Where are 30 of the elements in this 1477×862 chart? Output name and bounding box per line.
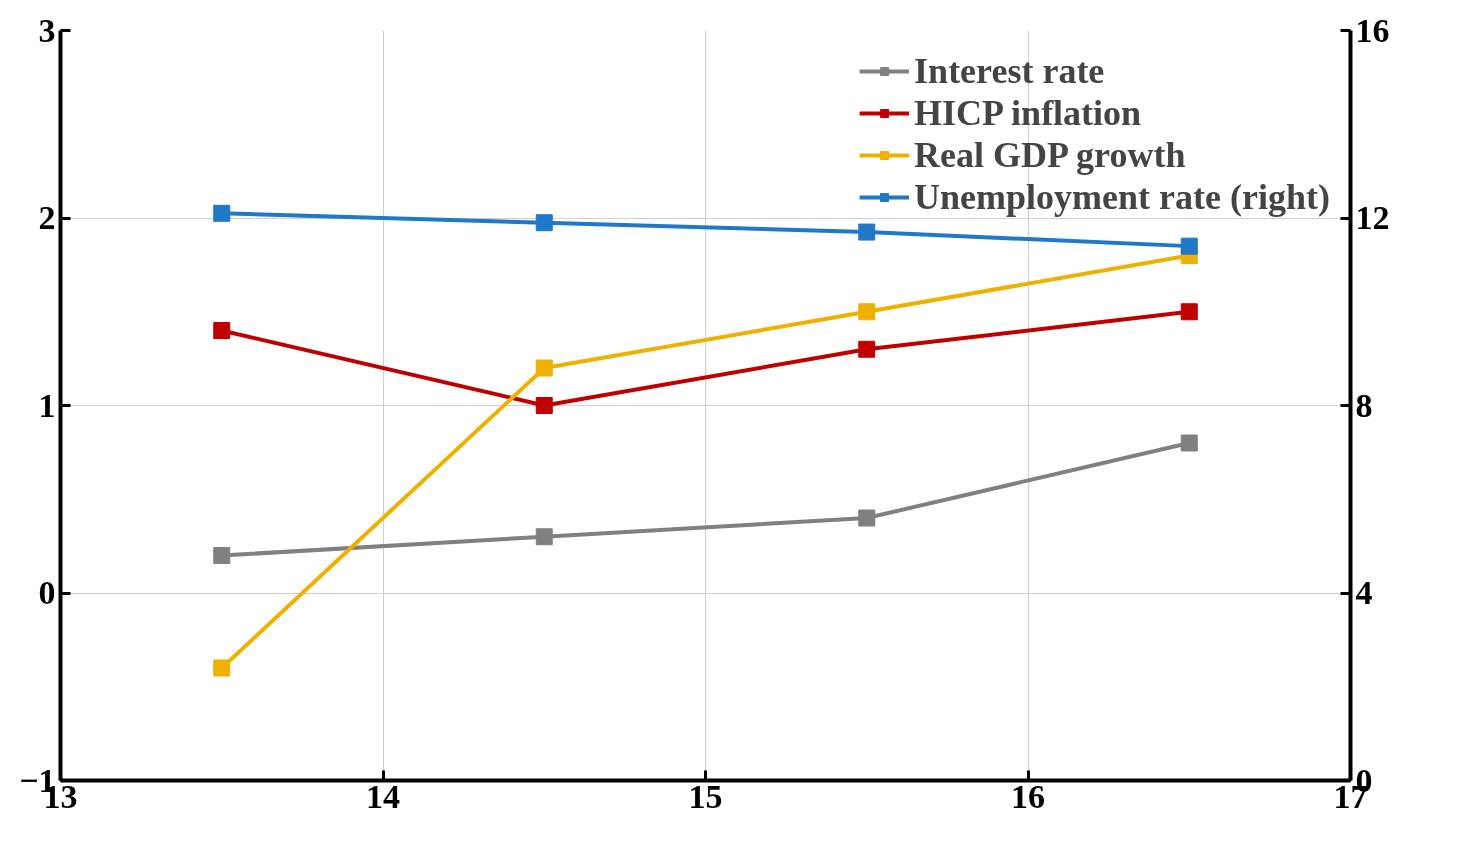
point	[1180, 434, 1198, 452]
point	[535, 528, 553, 546]
point	[858, 509, 876, 527]
y-tick-label: 0	[38, 574, 56, 611]
point	[535, 397, 553, 414]
y-tick-label: 3	[38, 11, 56, 49]
point	[858, 303, 876, 321]
y2-tick-label: 8	[1355, 386, 1373, 424]
y2-tick-label: 16	[1355, 11, 1390, 49]
legend-label: Interest rate	[914, 50, 1105, 92]
y2-tick-label: 4	[1355, 574, 1373, 611]
point	[1180, 237, 1198, 255]
legend-label: Unemployment rate (right)	[914, 176, 1330, 218]
legend-label: Real GDP growth	[914, 134, 1186, 176]
x-tick-label: 16	[1011, 777, 1045, 815]
x-tick-label: 14	[366, 777, 400, 815]
point	[213, 322, 231, 339]
point	[213, 659, 231, 677]
y2-tick-label: 12	[1355, 199, 1390, 236]
x-tick-label: 15	[688, 777, 723, 815]
point	[858, 340, 876, 358]
point	[858, 223, 876, 241]
point	[1180, 303, 1198, 321]
y-tick-label: 2	[38, 199, 56, 236]
point	[213, 547, 231, 564]
point	[535, 359, 553, 377]
point	[535, 214, 553, 232]
legend-label: HICP inflation	[914, 92, 1142, 134]
y-tick-label: 1	[38, 386, 56, 424]
point	[213, 204, 231, 222]
